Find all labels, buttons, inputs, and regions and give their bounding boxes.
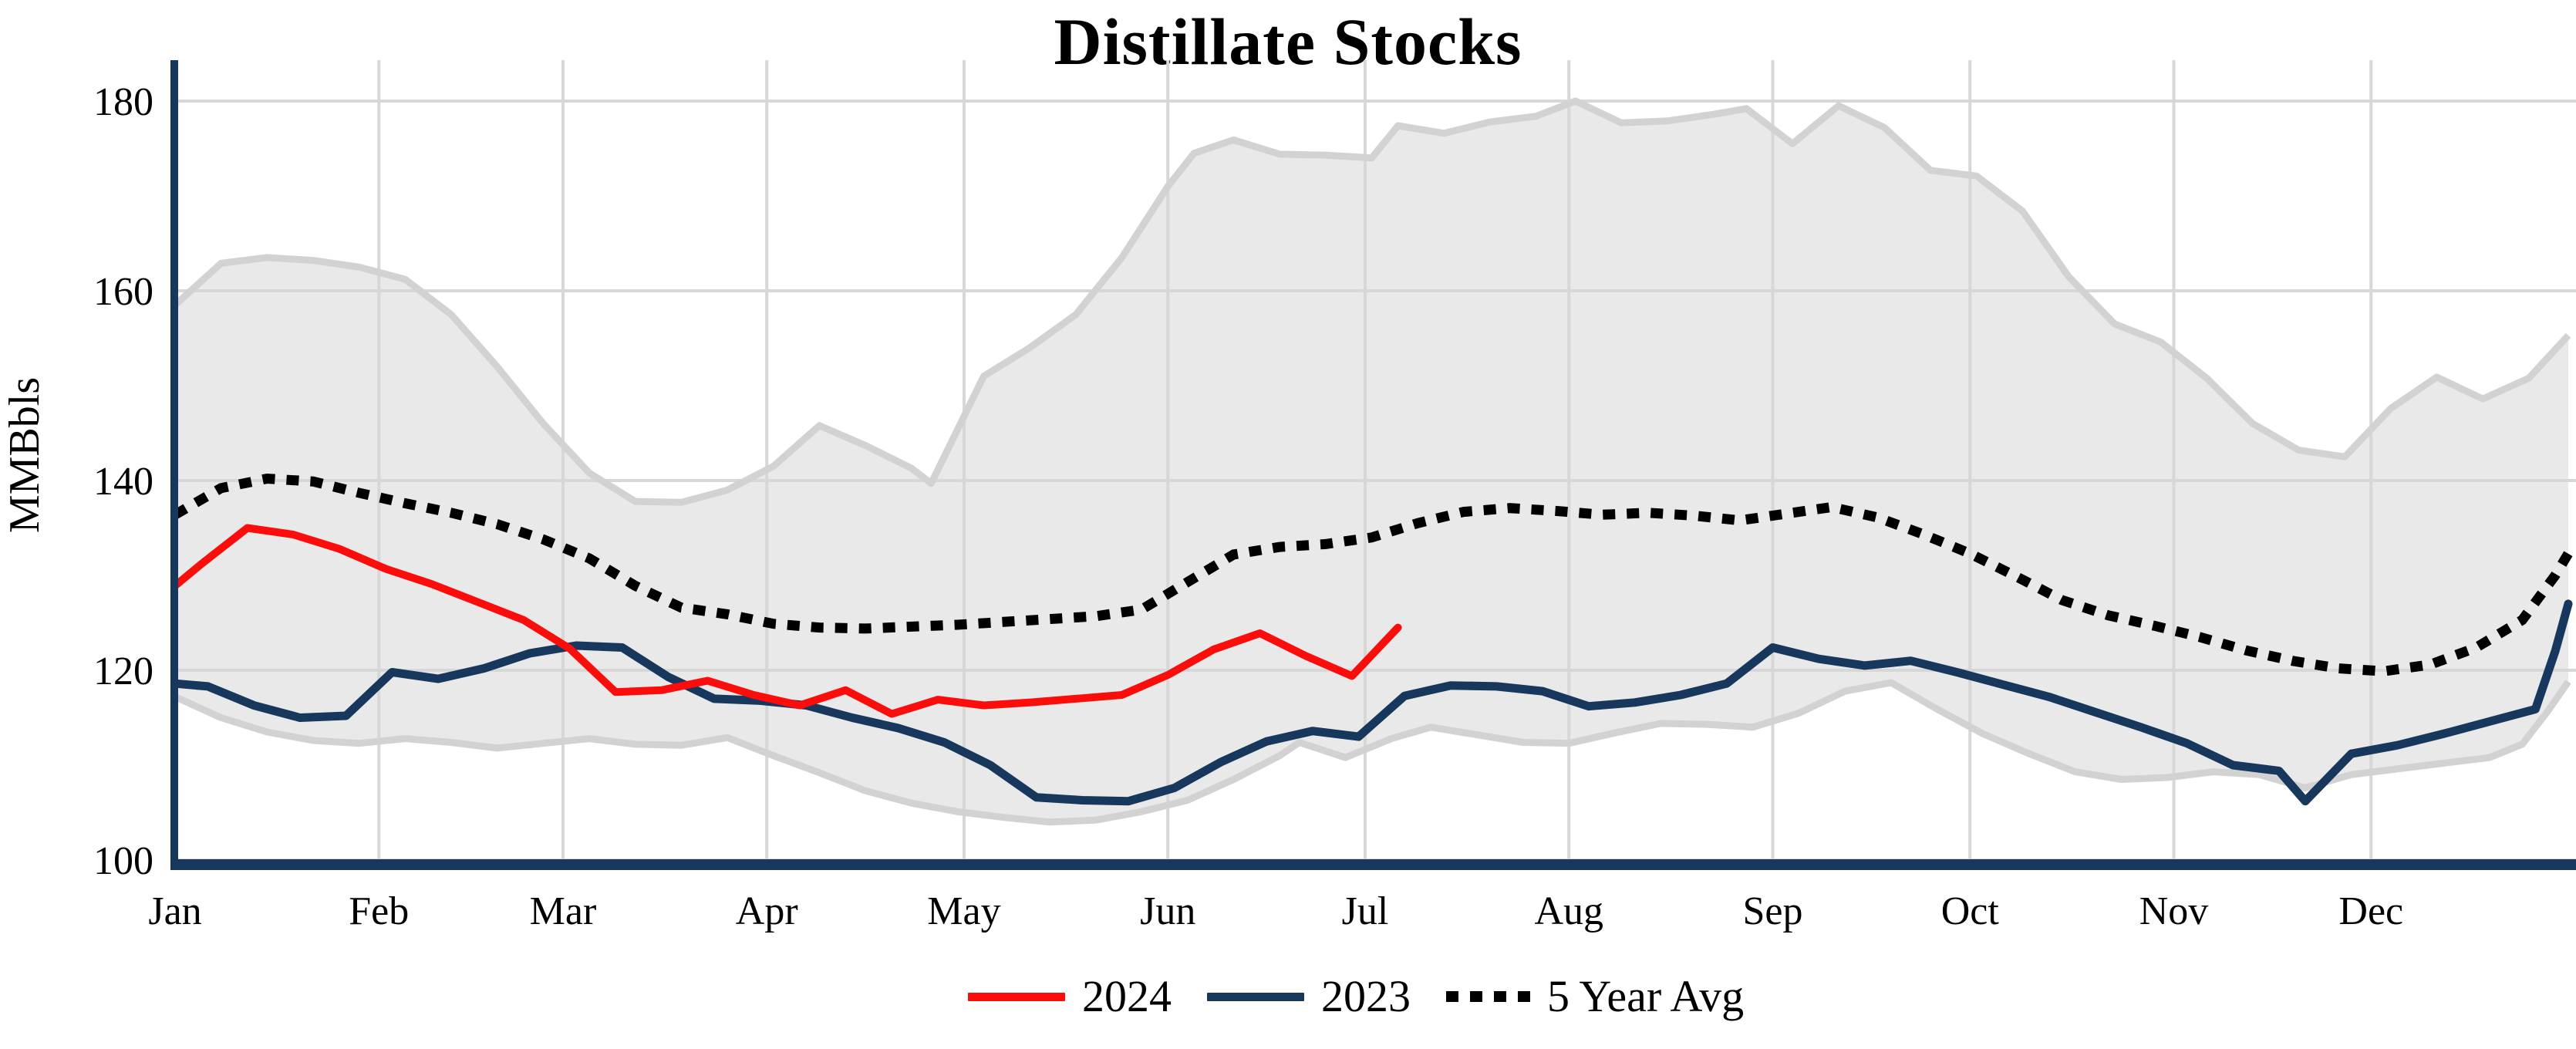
x-tick-label-May: May xyxy=(927,889,1000,933)
chart-title: Distillate Stocks xyxy=(1054,5,1522,79)
y-axis-spine xyxy=(170,60,178,870)
x-tick-label-Jan: Jan xyxy=(148,889,201,933)
x-tick-label-Jul: Jul xyxy=(1342,889,1389,933)
series-2023-line xyxy=(170,599,2573,806)
y-tick-label-180: 180 xyxy=(93,80,153,124)
y-tick-label-140: 140 xyxy=(93,460,153,504)
x-tick-label-Dec: Dec xyxy=(2338,889,2403,933)
series-5-year-avg-line xyxy=(172,473,2573,676)
series-2024-line xyxy=(171,524,1402,718)
y-tick-label-120: 120 xyxy=(93,649,153,693)
legend-5yr-avg-dotted-swatch xyxy=(1446,991,1530,1002)
x-tick-label-Mar: Mar xyxy=(530,889,597,933)
x-tick-label-Sep: Sep xyxy=(1743,889,1803,933)
legend-2023-label: 2023 xyxy=(1321,971,1411,1021)
x-tick-label-Feb: Feb xyxy=(349,889,409,933)
five-year-range-band xyxy=(175,101,2568,822)
band-lower-edge xyxy=(174,679,2571,826)
x-axis-spine xyxy=(170,859,2576,870)
x-tick-label-Jun: Jun xyxy=(1140,889,1195,933)
legend-2024-line-swatch xyxy=(968,992,1065,1001)
band-upper-edge xyxy=(172,97,2571,506)
x-tick-label-Nov: Nov xyxy=(2139,889,2209,933)
x-tick-label-Apr: Apr xyxy=(736,889,798,933)
legend-2024-label: 2024 xyxy=(1082,971,1172,1021)
legend-2023-line-swatch xyxy=(1207,992,1304,1001)
legend: 2024 2023 5 Year Avg xyxy=(968,966,1762,1027)
legend-5yr-avg-label: 5 Year Avg xyxy=(1547,971,1745,1021)
x-tick-label-Oct: Oct xyxy=(1941,889,2000,933)
y-tick-label-100: 100 xyxy=(93,839,153,883)
y-tick-label-160: 160 xyxy=(93,270,153,314)
x-tick-label-Aug: Aug xyxy=(1534,889,1603,933)
